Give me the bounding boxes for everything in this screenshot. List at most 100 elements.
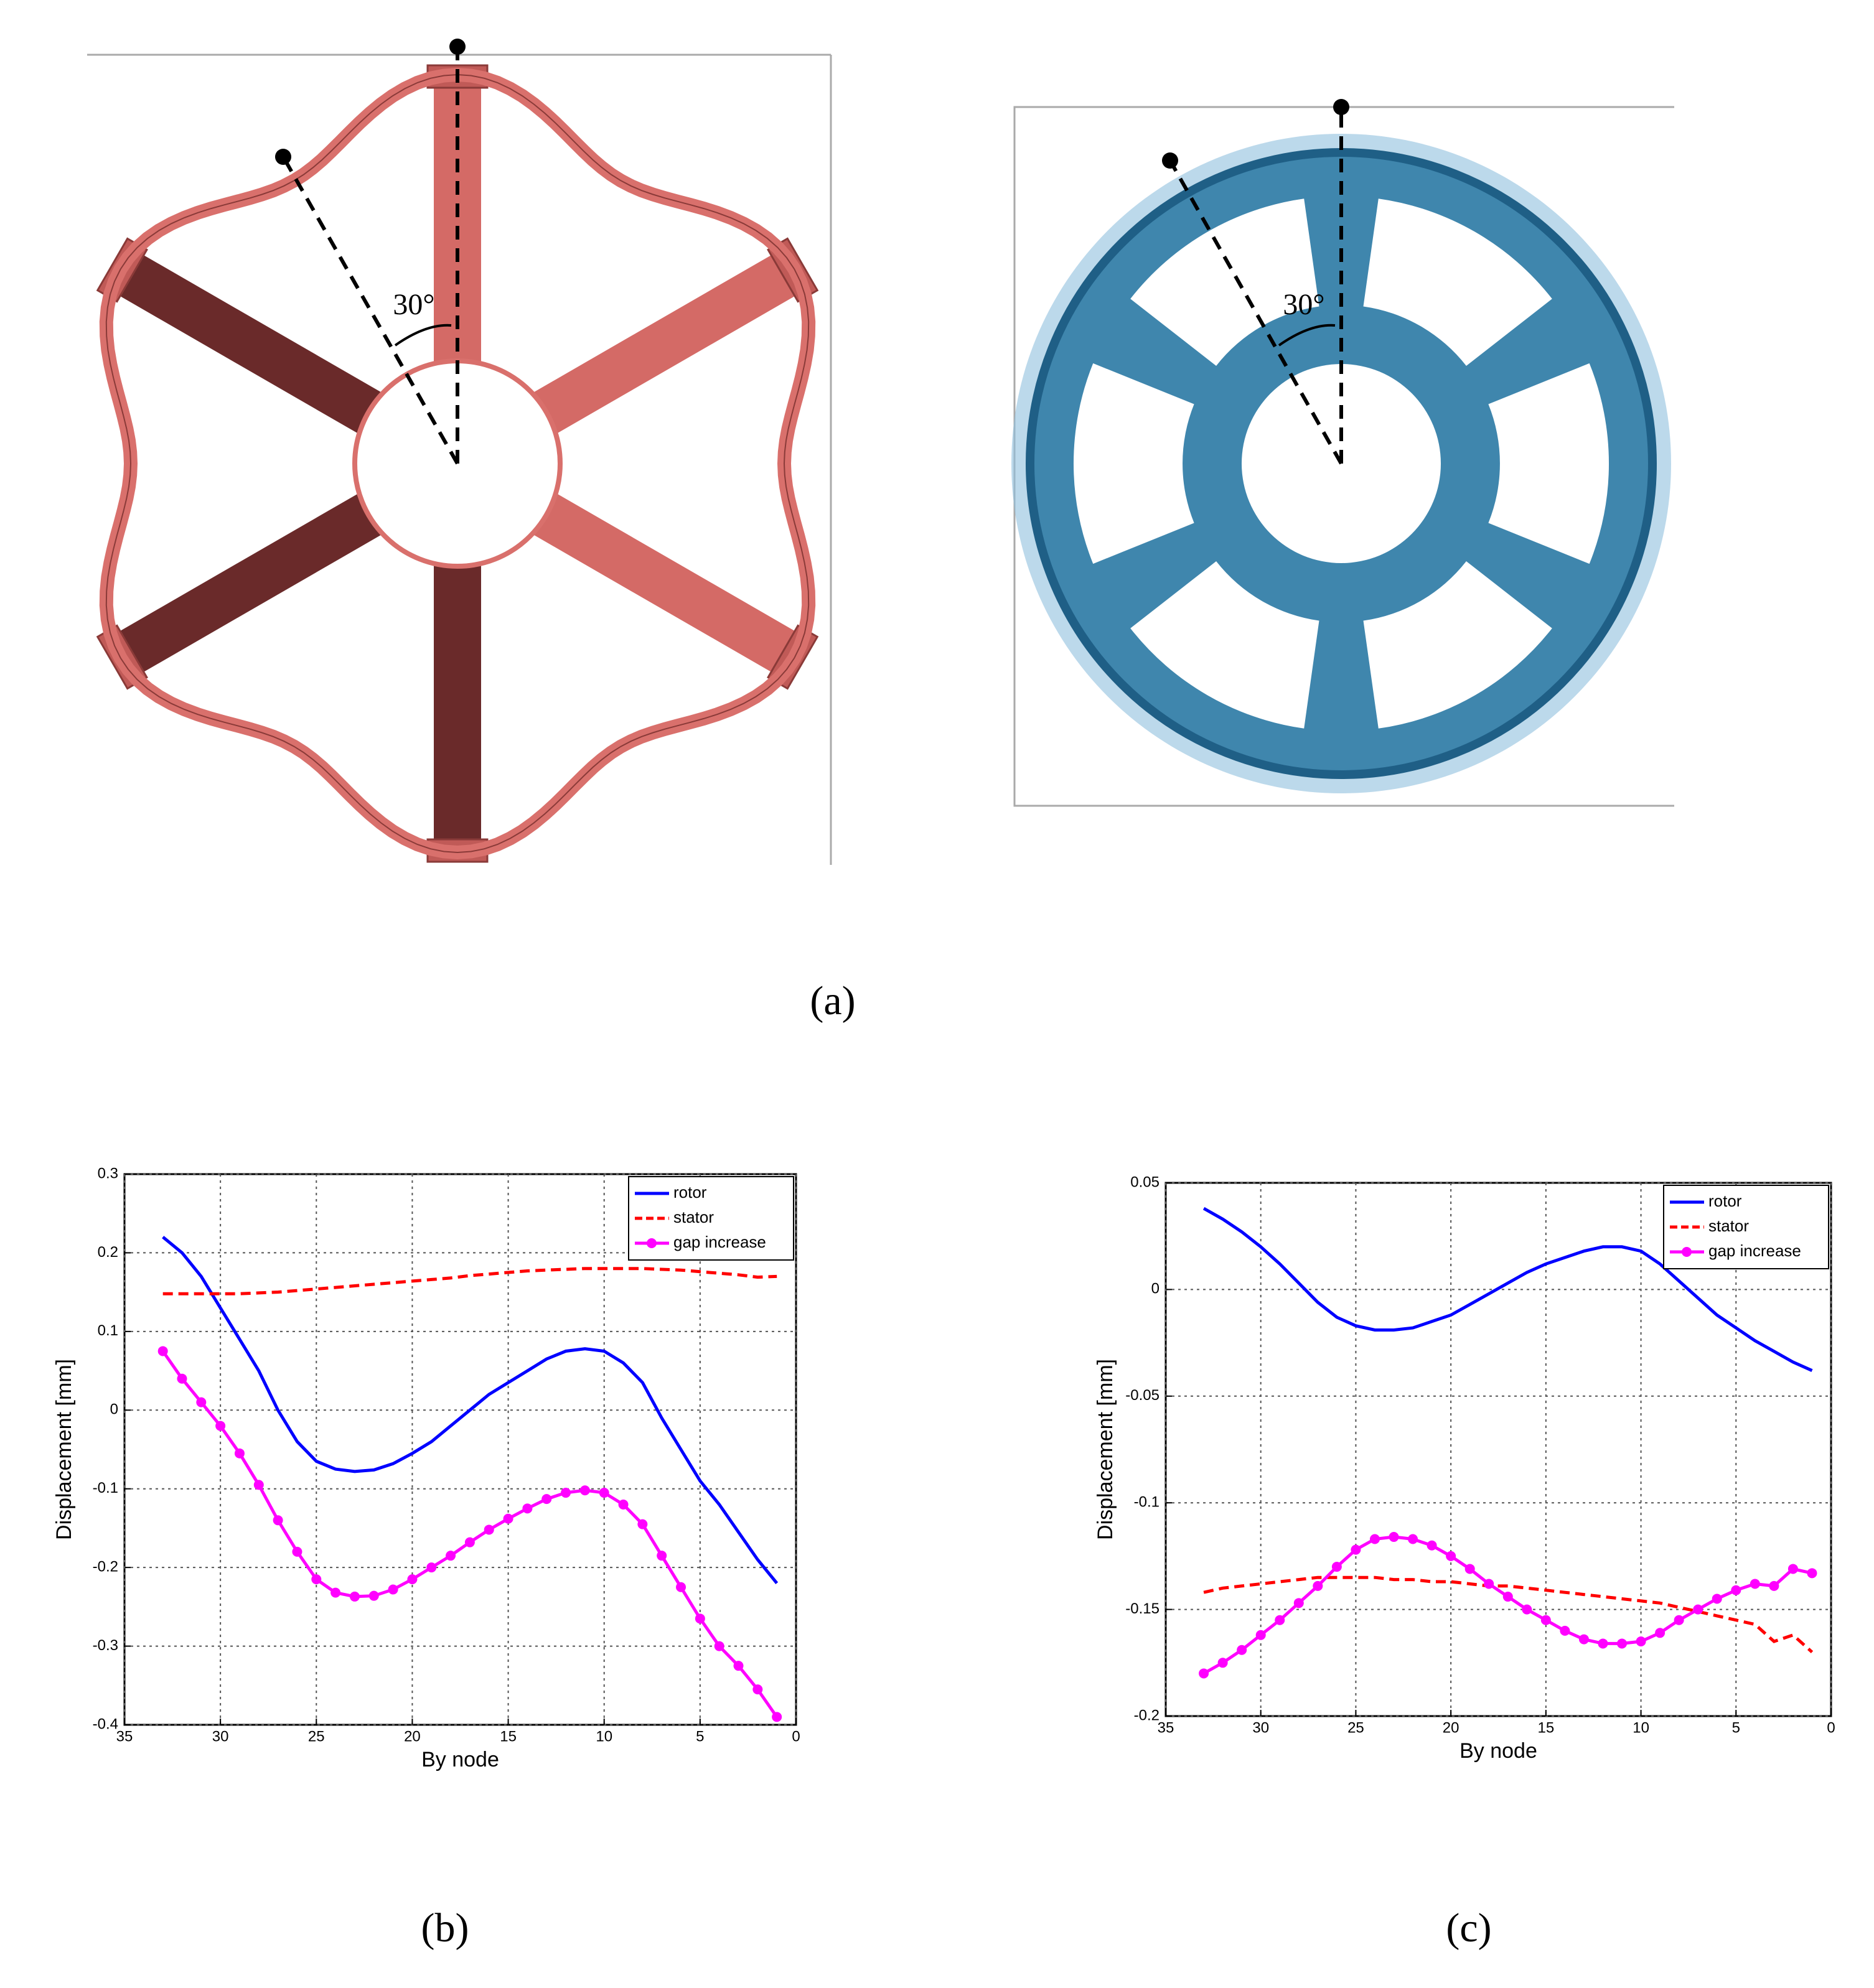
y-tick-label: 0.1 [98,1322,118,1339]
x-tick-label: 30 [212,1728,229,1745]
marker [1674,1615,1684,1625]
marker [522,1503,533,1514]
marker [1769,1580,1779,1591]
marker [1293,1598,1304,1608]
plot-area [1164,1182,1832,1717]
marker [484,1524,494,1535]
cutout [1363,561,1552,729]
x-tick-label: 15 [500,1728,517,1745]
x-tick-label: 5 [696,1728,704,1745]
marker [541,1494,552,1505]
marker [330,1587,341,1598]
legend-label: rotor [673,1183,707,1202]
marker [234,1448,245,1458]
marker [1731,1585,1741,1595]
series-line [1202,1206,1813,1372]
marker [1446,1551,1456,1561]
marker [1275,1615,1285,1625]
marker [1255,1630,1266,1640]
angle-label: 30° [1283,288,1324,321]
marker [177,1373,187,1384]
marker [1636,1636,1646,1647]
dot [449,39,466,55]
legend-marker [1682,1247,1692,1257]
panel-a: 30° 30° [87,39,1674,865]
cutout [1488,363,1609,564]
marker [1693,1604,1703,1615]
marker [253,1480,264,1490]
x-tick-label: 25 [1347,1719,1364,1736]
marker [273,1515,283,1526]
marker [1464,1564,1475,1574]
cutout [1130,198,1319,366]
spoke [526,490,799,674]
spoke [526,253,799,437]
x-tick-label: 20 [1443,1719,1459,1736]
marker [561,1488,571,1498]
legend-label: rotor [1708,1192,1742,1210]
legend-label: stator [673,1208,714,1226]
marker [1237,1645,1247,1655]
series-line [162,1236,779,1584]
x-tick-label: 10 [1633,1719,1649,1736]
y-tick-label: 0 [1151,1281,1160,1297]
x-tick-label: 20 [404,1728,421,1745]
marker [503,1513,513,1524]
cutout [1130,561,1319,729]
legend-marker [647,1238,657,1248]
dot [1162,152,1178,169]
legend-box [1663,1185,1829,1269]
marker [618,1500,629,1510]
marker [1351,1544,1361,1555]
x-tick-label: 5 [1732,1719,1740,1736]
marker [1750,1579,1760,1589]
y-tick-label: 0.05 [1130,1174,1160,1190]
x-tick-label: 35 [116,1728,133,1745]
marker [1522,1604,1532,1615]
marker [1712,1594,1722,1604]
angle-arc [394,324,452,347]
y-axis-label: Displacement [mm] [1094,1359,1117,1540]
dash-line [1168,159,1343,465]
marker [349,1591,360,1602]
x-tick-label: 25 [308,1728,325,1745]
y-tick-label: -0.2 [93,1558,118,1575]
marker [579,1485,590,1496]
x-tick-label: 35 [1158,1719,1174,1736]
marker [1578,1634,1589,1645]
x-tick-label: 0 [1827,1719,1835,1736]
marker [1427,1540,1437,1551]
marker [446,1551,456,1561]
dot [275,149,291,165]
legend-box [628,1176,794,1261]
y-tick-label: 0.2 [98,1244,118,1261]
series-line [162,1267,777,1295]
marker [1369,1534,1380,1544]
panel-label: (b) [421,1905,469,1951]
marker [292,1546,302,1557]
angle-arc [1278,324,1336,347]
x-tick-label: 10 [596,1728,612,1745]
marker [215,1421,226,1431]
y-tick-label: -0.2 [1134,1707,1160,1724]
marker [1217,1658,1228,1668]
marker [464,1537,475,1547]
y-axis-label: Displacement [mm] [52,1359,76,1540]
marker [1560,1625,1570,1636]
angle-label: 30° [393,288,434,321]
marker [407,1574,418,1585]
marker [1484,1579,1494,1589]
marker [426,1562,437,1573]
spoke [116,253,389,437]
y-tick-label: -0.05 [1125,1387,1160,1404]
marker [368,1590,379,1601]
cutout [1073,363,1194,564]
y-tick-label: -0.1 [1134,1494,1160,1511]
marker [1598,1638,1608,1649]
marker [599,1488,609,1498]
cutout [1363,198,1552,366]
spoke [434,557,481,843]
marker [695,1613,705,1624]
series-line [1203,1575,1814,1654]
